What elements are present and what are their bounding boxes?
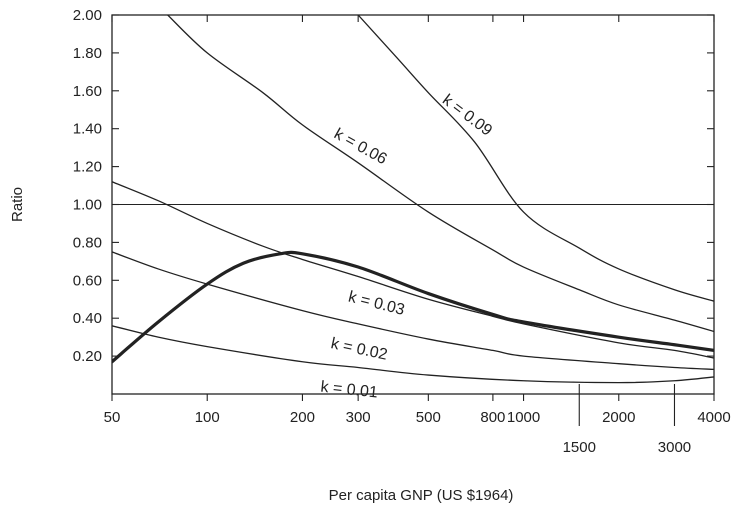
series-label: k = 0.01 bbox=[320, 379, 379, 402]
y-tick-label: 1.40 bbox=[73, 121, 102, 138]
x-tick-label-lower: 1500 bbox=[563, 439, 596, 456]
series-k-0-09-line bbox=[357, 15, 714, 302]
series-k-0-02-line bbox=[112, 251, 714, 371]
series-label: k = 0.03 bbox=[347, 289, 407, 319]
x-tick-label: 800 bbox=[480, 409, 505, 426]
y-axis-title: Ratio bbox=[9, 187, 26, 222]
y-tick-label: 0.20 bbox=[73, 348, 102, 365]
y-tick-label: 0.60 bbox=[73, 272, 102, 289]
series-layer: k = 0.09k = 0.06k = 0.03k = 0.02k = 0.01 bbox=[112, 15, 714, 401]
x-tick-label-lower: 3000 bbox=[658, 439, 691, 456]
y-tick-label: 1.60 bbox=[73, 83, 102, 100]
series-curves bbox=[112, 15, 714, 384]
y-tick-label: 0.80 bbox=[73, 234, 102, 251]
x-tick-label: 500 bbox=[416, 409, 441, 426]
x-tick-label: 1000 bbox=[507, 409, 540, 426]
x-axis-title: Per capita GNP (US $1964) bbox=[329, 487, 514, 504]
x-tick-label: 200 bbox=[290, 409, 315, 426]
x-tick-label: 100 bbox=[195, 409, 220, 426]
y-tick-label: 0.40 bbox=[73, 310, 102, 327]
y-tick-label: 1.80 bbox=[73, 45, 102, 62]
series-k-0-06-line bbox=[167, 15, 714, 333]
y-tick-label: 2.00 bbox=[73, 7, 102, 24]
y-axis-ticks: 0.20 0.40 0.60 0.80 1.00 1.20 1.40 1.60 1.80 2.00 bbox=[73, 7, 714, 365]
y-tick-label: 1.20 bbox=[73, 159, 102, 176]
series-label: k = 0.02 bbox=[329, 335, 389, 364]
series-k-0-03-line bbox=[112, 181, 714, 359]
series-emphasis-line bbox=[112, 250, 714, 364]
x-tick-label: 2000 bbox=[602, 409, 635, 426]
series-label: k = 0.06 bbox=[331, 126, 390, 169]
y-tick-label: 1.00 bbox=[73, 197, 102, 214]
x-tick-label: 4000 bbox=[697, 409, 730, 426]
series-k-0-01-line bbox=[112, 325, 714, 384]
x-tick-label: 300 bbox=[346, 409, 371, 426]
x-axis-ticks: 50 100 200 300 500 800 1000 2000 4000 1500 3000 bbox=[104, 15, 731, 456]
x-tick-label: 50 bbox=[104, 409, 121, 426]
